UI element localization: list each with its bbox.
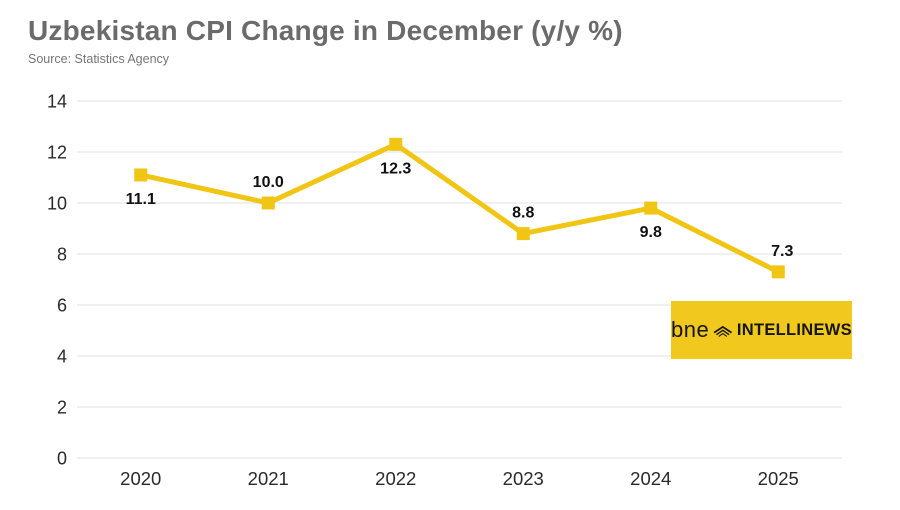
y-tick-label: 4 bbox=[57, 347, 67, 367]
data-point-label: 9.8 bbox=[640, 224, 662, 241]
data-point-label: 11.1 bbox=[126, 191, 156, 208]
bne-intellinews-logo: bne INTELLINEWS bbox=[671, 301, 852, 359]
data-point-marker bbox=[261, 196, 275, 210]
x-tick-label: 2023 bbox=[503, 468, 544, 489]
x-tick-label: 2021 bbox=[248, 468, 289, 489]
x-tick-label: 2022 bbox=[375, 468, 416, 489]
page-title: Uzbekistan CPI Change in December (y/y %… bbox=[28, 15, 623, 46]
data-point-marker bbox=[516, 227, 530, 241]
data-point-marker bbox=[771, 265, 785, 279]
logo-bne-text: bne bbox=[671, 317, 710, 342]
y-tick-label: 14 bbox=[47, 92, 67, 112]
chart-header: Uzbekistan CPI Change in December (y/y %… bbox=[28, 14, 623, 66]
data-point-marker bbox=[389, 137, 403, 151]
data-point-label: 12.3 bbox=[380, 160, 411, 177]
data-point-label: 8.8 bbox=[512, 205, 534, 222]
y-tick-label: 2 bbox=[57, 398, 67, 418]
y-tick-label: 12 bbox=[47, 143, 67, 163]
data-point-label: 7.3 bbox=[771, 243, 793, 260]
source-label: Source: Statistics Agency bbox=[28, 52, 170, 66]
y-tick-label: 10 bbox=[47, 194, 67, 214]
x-tick-label: 2024 bbox=[630, 468, 671, 489]
cpi-line bbox=[140, 141, 780, 275]
y-tick-label: 8 bbox=[57, 245, 67, 265]
y-tick-label: 0 bbox=[57, 449, 67, 469]
data-point-marker bbox=[134, 168, 148, 182]
data-point-label: 10.0 bbox=[253, 174, 284, 191]
mountain-icon bbox=[713, 325, 733, 337]
x-tick-label: 2020 bbox=[120, 468, 161, 489]
logo-intellinews-text: INTELLINEWS bbox=[736, 320, 852, 339]
data-point-marker bbox=[644, 201, 658, 215]
y-tick-label: 6 bbox=[57, 296, 67, 316]
x-tick-label: 2025 bbox=[758, 468, 799, 489]
